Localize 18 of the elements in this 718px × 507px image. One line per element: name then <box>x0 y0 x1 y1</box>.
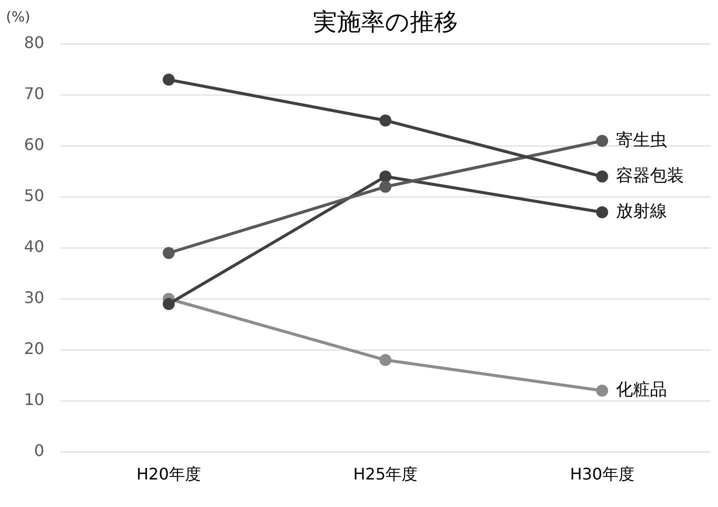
y-tick-label: 0 <box>34 440 44 460</box>
series-label: 放射線 <box>616 202 668 222</box>
y-tick-label: 20 <box>24 339 44 358</box>
y-tick-label: 40 <box>24 237 44 256</box>
y-tick-label: 30 <box>24 288 44 308</box>
y-tick-label: 80 <box>24 33 44 52</box>
series-label: 化粧品 <box>616 380 668 400</box>
y-tick-label: 50 <box>24 186 44 206</box>
x-tick-label: H30年度 <box>570 464 634 484</box>
x-tick-label: H20年度 <box>136 464 201 484</box>
y-tick-label: 60 <box>24 135 44 154</box>
y-tick-label: 70 <box>24 84 44 104</box>
y-tick-label: 10 <box>24 390 44 409</box>
chart-title: 実施率の推移 <box>312 8 458 36</box>
series-label: 寄生虫 <box>616 130 668 150</box>
y-axis-title: (%) <box>6 10 30 26</box>
series-label: 容器包装 <box>616 166 684 186</box>
x-tick-label: H25年度 <box>353 464 418 484</box>
